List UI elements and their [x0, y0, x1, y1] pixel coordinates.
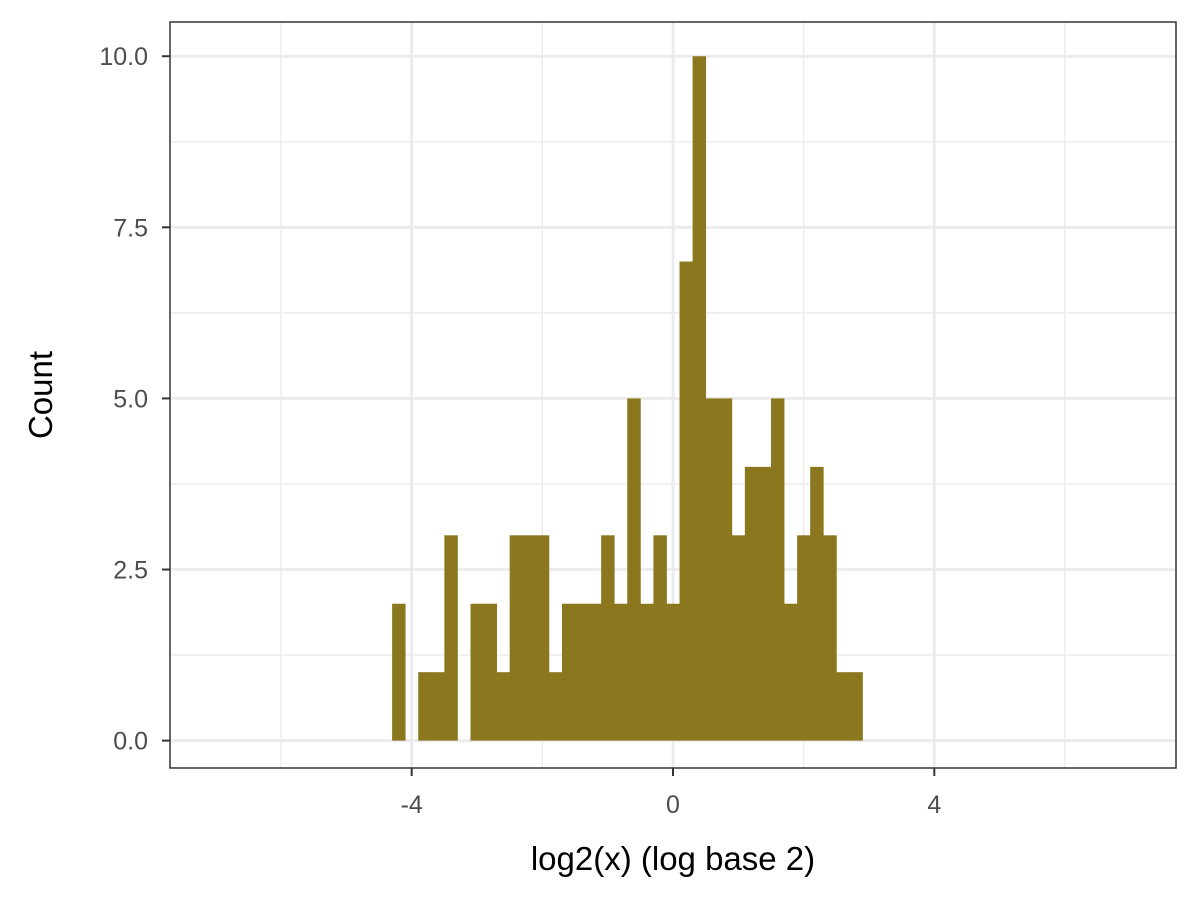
histogram-bar: [797, 535, 811, 741]
histogram-bar: [483, 603, 498, 741]
histogram-bar: [810, 466, 824, 741]
y-tick-label: 0.0: [113, 728, 148, 756]
histogram-bar: [588, 603, 602, 741]
x-tick-label: 0: [666, 791, 680, 819]
histogram-bar: [705, 398, 720, 741]
histogram-bar: [444, 535, 458, 741]
x-axis-ticks: -4 0 4: [401, 768, 941, 819]
histogram-bars: [392, 56, 863, 741]
histogram-bar: [679, 261, 693, 741]
histogram-bar: [849, 672, 863, 741]
histogram-bar: [496, 672, 511, 741]
histogram-bar: [548, 672, 563, 741]
y-tick-label: 2.5: [113, 557, 148, 585]
histogram-bar: [836, 672, 850, 741]
histogram-bar: [535, 535, 550, 741]
x-tick-label: -4: [401, 791, 423, 819]
histogram-bar: [392, 603, 406, 741]
x-tick-label: 4: [927, 791, 941, 819]
histogram-bar: [744, 466, 759, 741]
histogram-bar: [561, 603, 576, 741]
histogram-bar: [692, 56, 707, 741]
y-tick-label: 7.5: [113, 214, 148, 242]
histogram-bar: [627, 398, 641, 741]
y-axis-ticks: 0.0 2.5 5.0 7.5 10.0: [99, 43, 170, 756]
histogram-bar: [666, 603, 680, 741]
y-tick-label: 10.0: [99, 43, 148, 71]
histogram-bar: [575, 603, 589, 741]
y-tick-label: 5.0: [113, 385, 148, 413]
histogram-bar: [731, 535, 746, 741]
histogram-bar: [509, 535, 524, 741]
histogram-bar: [757, 466, 772, 741]
histogram-bar: [601, 535, 615, 741]
histogram-bar: [784, 603, 798, 741]
histogram-bar: [522, 535, 537, 741]
histogram-bar: [823, 535, 837, 741]
histogram-bar: [470, 603, 484, 741]
histogram-bar: [614, 603, 628, 741]
histogram-bar: [640, 603, 654, 741]
x-axis-title: log2(x) (log base 2): [531, 840, 815, 877]
histogram-bar: [770, 398, 785, 741]
histogram-bar: [418, 672, 432, 741]
histogram-bar: [718, 398, 733, 741]
histogram-bar: [431, 672, 445, 741]
y-axis-title: Count: [22, 351, 59, 439]
histogram-bar: [653, 535, 667, 741]
